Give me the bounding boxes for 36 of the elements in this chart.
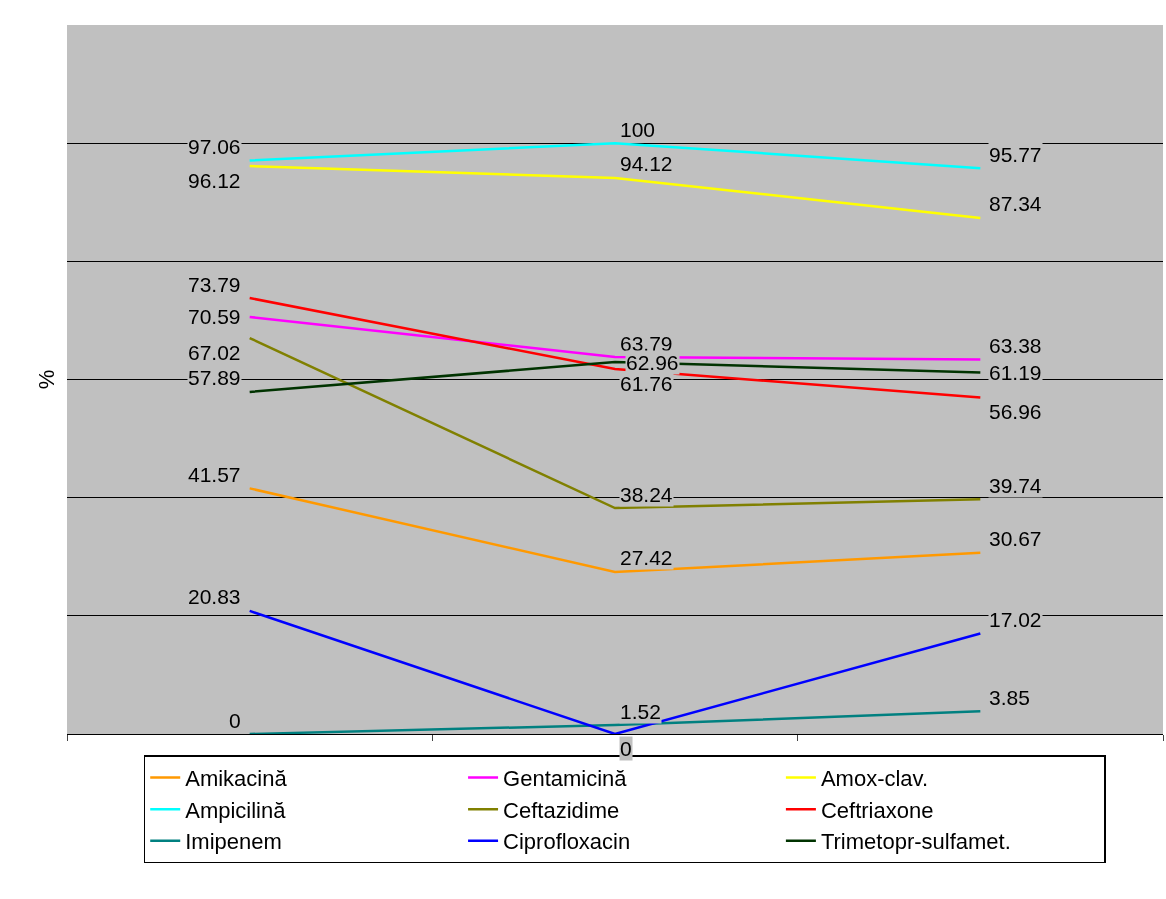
data-label: 61.76 (620, 372, 673, 395)
data-label: 57.89 (188, 366, 241, 389)
data-label: 1.52 (620, 700, 661, 723)
data-label: 63.38 (989, 334, 1042, 357)
data-label: 27.42 (620, 546, 673, 569)
data-label: 39.74 (989, 474, 1042, 497)
data-label: 38.24 (620, 483, 673, 506)
data-label: 41.57 (188, 463, 241, 486)
legend-label: Imipenem (185, 829, 282, 855)
data-label: 3.85 (989, 686, 1030, 709)
data-label: 0 (229, 709, 241, 732)
data-label: 73.79 (188, 273, 241, 296)
legend-label: Ciprofloxacin (503, 829, 631, 855)
data-label: 30.67 (989, 527, 1042, 550)
data-label: 87.34 (989, 192, 1042, 215)
data-label: 20.83 (188, 585, 241, 608)
legend-label: Amikacină (185, 766, 288, 792)
data-label: 67.02 (188, 341, 241, 364)
data-label: 95.77 (989, 143, 1042, 166)
data-label: 0 (620, 737, 632, 760)
data-label: 94.12 (620, 152, 673, 175)
data-label: 17.02 (989, 608, 1042, 631)
data-label: 96.12 (188, 169, 241, 192)
data-label: 70.59 (188, 305, 241, 328)
data-label: 61.19 (989, 361, 1042, 384)
y-axis-title: % (33, 369, 59, 390)
data-label: 97.06 (188, 135, 241, 158)
legend-label: Ceftazidime (503, 797, 620, 823)
legend-label: Amox-clav. (820, 766, 929, 792)
data-label: 56.96 (989, 400, 1042, 423)
data-label: 100 (620, 118, 656, 141)
legend-label: Ceftriaxone (820, 797, 934, 823)
data-label: 62.96 (626, 351, 679, 374)
legend-label: Gentamicină (503, 766, 628, 792)
legend-label: Ampicilină (185, 797, 287, 823)
legend-label: Trimetopr-sulfamet. (820, 829, 1011, 855)
